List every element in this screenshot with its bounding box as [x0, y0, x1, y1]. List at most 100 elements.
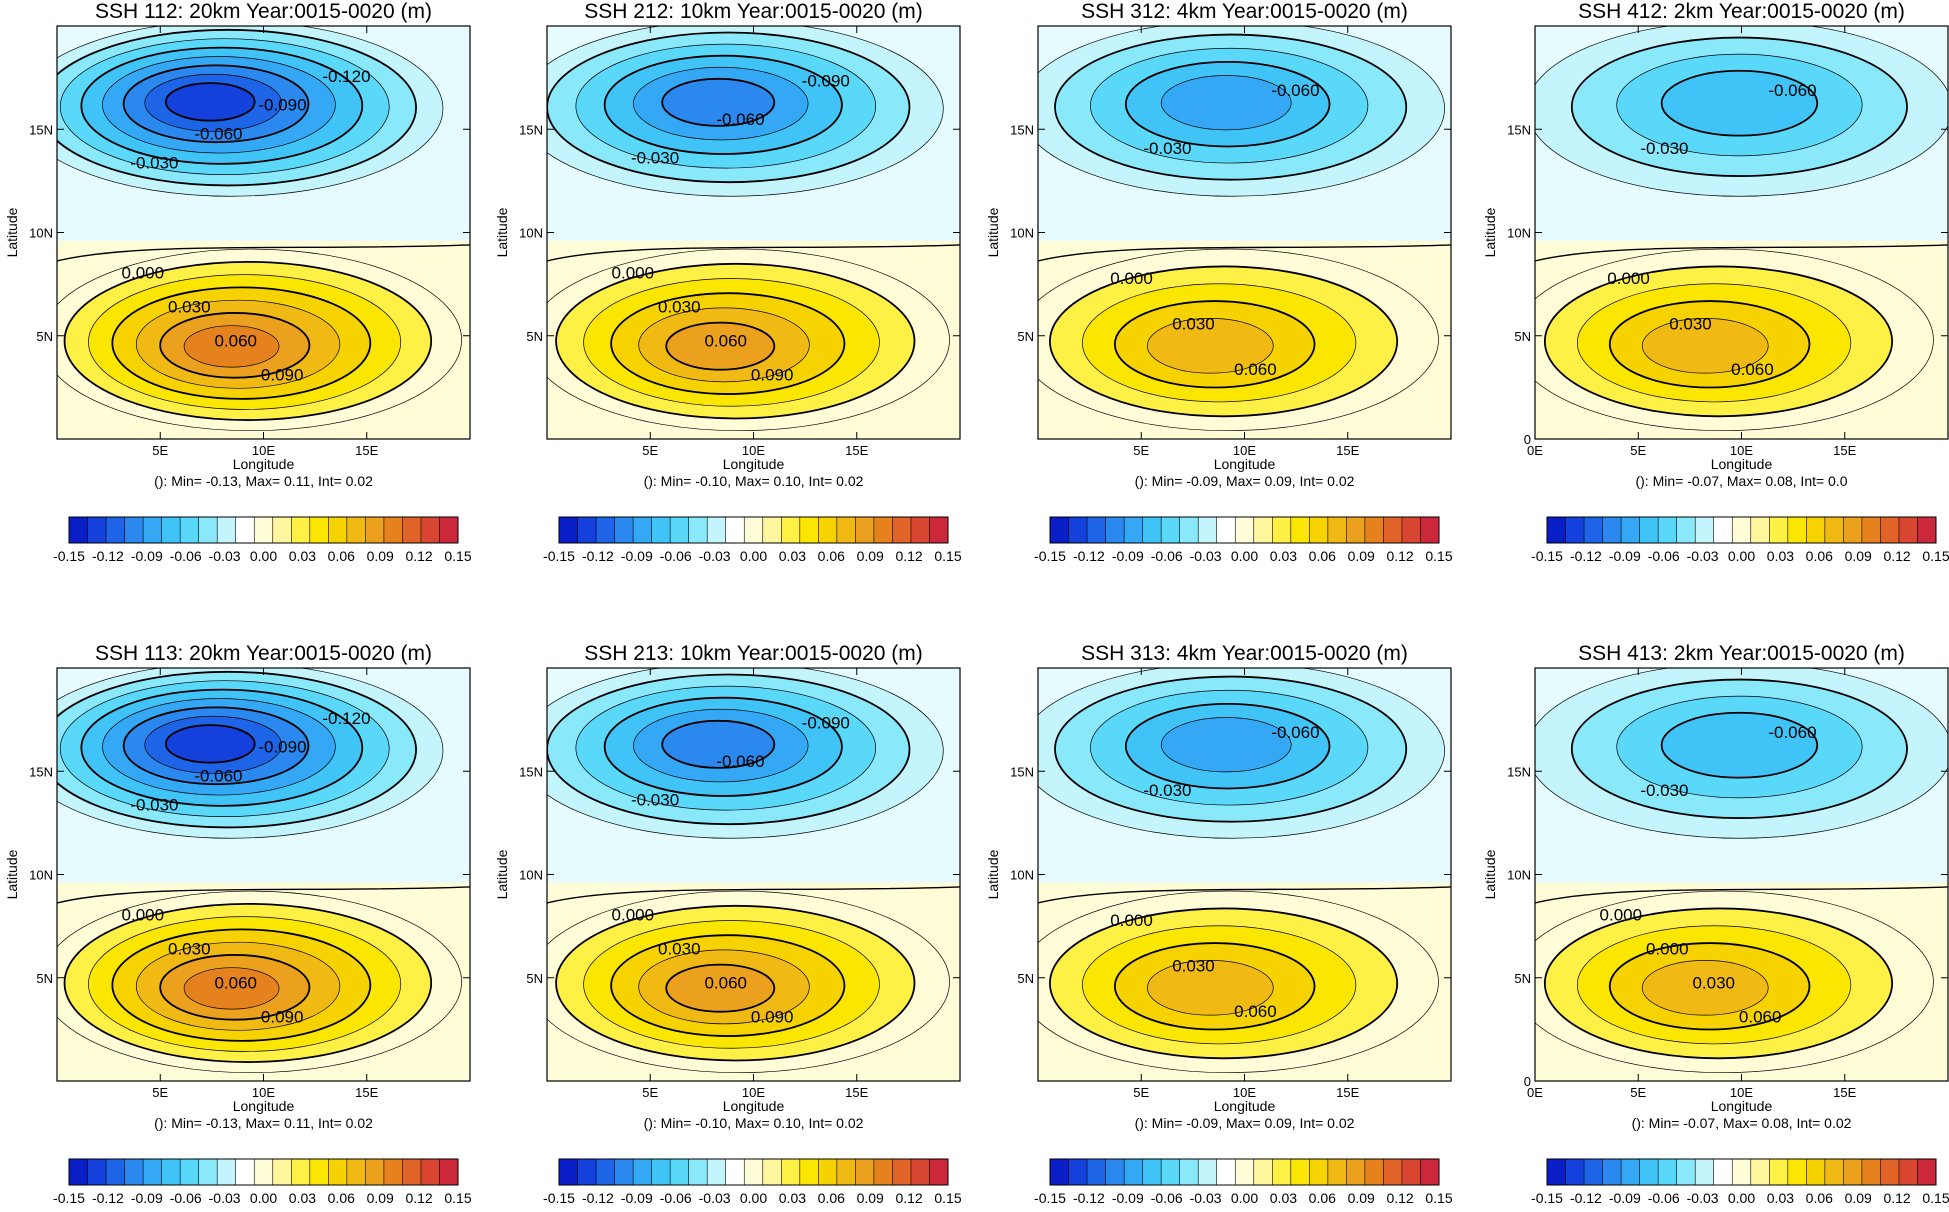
colorbar-bin — [892, 1159, 912, 1185]
colorbar-bin — [1050, 1159, 1069, 1185]
colorbar-tick-label: -0.15 — [53, 1190, 85, 1206]
colorbar-tick-label: 0.03 — [1767, 1190, 1794, 1206]
x-tick-label: 10E — [742, 1085, 765, 1100]
colorbar-tick-label: -0.09 — [1609, 548, 1641, 564]
panel-title: SSH 213: 10km Year:0015-0020 (m) — [584, 642, 923, 665]
colorbar-bin — [1621, 1159, 1641, 1185]
colorbar-bin — [1272, 1159, 1292, 1185]
colorbar-tick-label: 0.09 — [367, 1190, 394, 1206]
colorbar-tick-label: -0.03 — [1687, 1190, 1719, 1206]
contour-label: -0.030 — [1143, 781, 1191, 800]
colorbar-tick-label: -0.03 — [699, 548, 731, 564]
colorbar-bin — [1309, 517, 1329, 543]
contour-label: 0.000 — [612, 263, 655, 282]
colorbar-frame — [558, 1158, 949, 1186]
colorbar-bin — [836, 1159, 856, 1185]
panel-1: SSH 112: 20km Year:0015-0020 (m)-0.120-0… — [4, 0, 472, 564]
colorbar-bin — [1806, 517, 1826, 543]
colorbar-bin — [799, 517, 819, 543]
colorbar-bin — [254, 517, 274, 543]
stats-label: (): Min= -0.10, Max= 0.10, Int= 0.02 — [644, 473, 864, 489]
contour-band-south — [1146, 960, 1274, 1016]
colorbar-bin — [1198, 517, 1218, 543]
contour-band-north — [1160, 717, 1292, 773]
colorbar-tick-label: 0.00 — [1231, 1190, 1258, 1206]
colorbar-tick-label: 0.15 — [1922, 548, 1949, 564]
colorbar-tick-label: -0.12 — [582, 548, 614, 564]
colorbar-tick-label: -0.03 — [1687, 548, 1719, 564]
colorbar-tick-label: -0.09 — [131, 548, 163, 564]
colorbar-tick-label: 0.03 — [289, 548, 316, 564]
colorbar-bin — [1327, 1159, 1347, 1185]
x-tick-label: 0E — [1527, 1085, 1543, 1100]
colorbar-bin — [929, 1159, 949, 1185]
colorbar-bin — [1161, 1159, 1181, 1185]
colorbar-bin — [1787, 517, 1807, 543]
colorbar-bin — [1290, 517, 1310, 543]
x-tick-label: 5E — [1133, 443, 1149, 458]
colorbar-tick-label: 0.00 — [1231, 548, 1258, 564]
y-tick-label: 15N — [1010, 764, 1034, 779]
colorbar-bin — [1179, 1159, 1199, 1185]
x-tick-label: 10E — [1233, 443, 1256, 458]
colorbar-bin — [309, 1159, 329, 1185]
colorbar-bin — [1713, 1159, 1733, 1185]
colorbar-bin — [1750, 1159, 1770, 1185]
contour-band-south — [183, 967, 280, 1010]
colorbar-bin — [1364, 1159, 1384, 1185]
contour-label: 0.030 — [658, 940, 701, 959]
y-axis-title: Latitude — [1482, 207, 1498, 257]
contour-band-south — [183, 325, 280, 368]
zero-contour — [1535, 886, 1948, 904]
colorbar-tick-label: -0.06 — [660, 548, 692, 564]
x-tick-label: 5E — [1630, 1085, 1646, 1100]
panel-title: SSH 312: 4km Year:0015-0020 (m) — [1081, 0, 1408, 23]
colorbar-bin — [1861, 1159, 1881, 1185]
x-tick-label: 0E — [1527, 443, 1543, 458]
colorbar-bin — [688, 517, 708, 543]
contour-label: 0.000 — [122, 905, 165, 924]
zero-contour — [57, 886, 470, 904]
contour-label: -0.030 — [1640, 781, 1688, 800]
colorbar-tick-label: 0.15 — [444, 1190, 471, 1206]
colorbar-bin — [670, 1159, 690, 1185]
colorbar-tick-label: -0.06 — [1151, 1190, 1183, 1206]
colorbar-tick-label: 0.15 — [1922, 1190, 1949, 1206]
contour-label: 0.000 — [1646, 940, 1689, 959]
x-axis-title: Longitude — [1711, 1098, 1773, 1114]
colorbar-bin — [1068, 517, 1088, 543]
colorbar-bin — [1861, 517, 1881, 543]
contour-label: 0.060 — [214, 332, 257, 351]
y-axis-title: Latitude — [985, 849, 1001, 899]
contour-label: 0.060 — [1731, 360, 1774, 379]
colorbar-bin — [762, 1159, 782, 1185]
colorbar-tick-label: -0.12 — [1073, 1190, 1105, 1206]
contour-label: 0.060 — [704, 332, 747, 351]
colorbar-tick-label: 0.00 — [740, 1190, 767, 1206]
colorbar-tick-label: 0.03 — [1767, 548, 1794, 564]
colorbar-bin — [744, 1159, 764, 1185]
y-axis-title: Latitude — [4, 849, 20, 899]
colorbar-bin — [161, 517, 181, 543]
zero-contour — [547, 886, 960, 904]
contour-band-north — [661, 719, 776, 769]
y-tick-label: 15N — [519, 122, 543, 137]
colorbar-bin — [744, 517, 764, 543]
contour-label: -0.060 — [194, 125, 242, 144]
colorbar-bin — [1824, 517, 1844, 543]
colorbar-bin — [1750, 517, 1770, 543]
colorbar-bin — [217, 1159, 237, 1185]
zero-contour — [547, 244, 960, 262]
colorbar-bin — [855, 1159, 875, 1185]
y-tick-label: 15N — [1010, 122, 1034, 137]
colorbar-bin — [1401, 1159, 1421, 1185]
colorbar-bin — [1880, 517, 1900, 543]
colorbar-bin — [1327, 517, 1347, 543]
colorbar-bin — [1732, 1159, 1752, 1185]
colorbar-bin — [651, 517, 671, 543]
colorbar-bin — [291, 1159, 311, 1185]
contour-label: 0.090 — [751, 366, 794, 385]
colorbar-tick-label: -0.03 — [209, 1190, 241, 1206]
